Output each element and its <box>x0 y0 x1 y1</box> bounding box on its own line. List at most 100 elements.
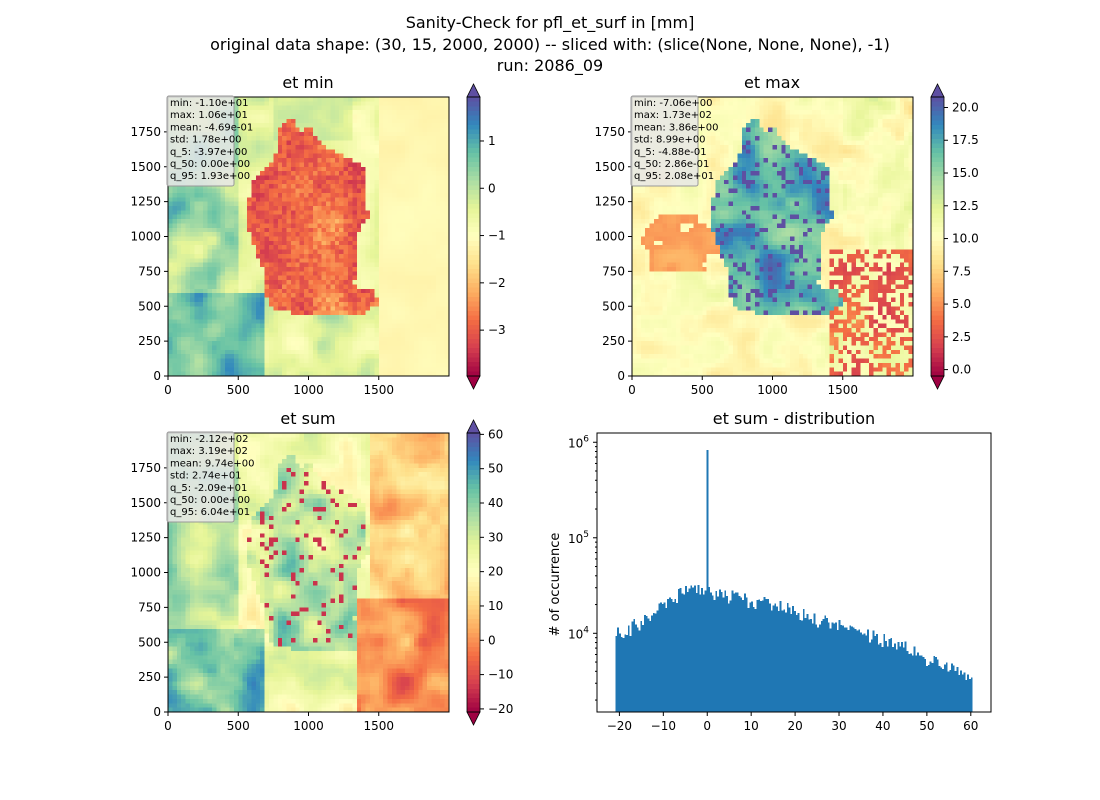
heatmap-cell <box>220 362 226 368</box>
heatmap-cell <box>260 179 265 185</box>
heatmap-cell <box>247 232 252 237</box>
heatmap-cell <box>728 101 734 107</box>
heatmap-cell <box>247 354 252 359</box>
heatmap-cell <box>282 253 287 259</box>
heatmap-cell <box>251 188 257 194</box>
colorbar: 10−1−2−3 <box>466 83 506 390</box>
heatmap-cell <box>361 236 366 242</box>
heatmap-cell <box>260 123 265 128</box>
heatmap-cell <box>334 188 340 194</box>
heatmap-cell <box>435 232 441 237</box>
heatmap-cell <box>233 136 239 141</box>
heatmap-cell <box>339 249 345 255</box>
heatmap-cell <box>277 267 283 272</box>
heatmap-cell <box>168 341 173 346</box>
heatmap-cell <box>356 232 362 237</box>
heatmap-cell <box>255 97 261 102</box>
heatmap-cell <box>356 110 362 115</box>
heatmap-cell <box>290 227 296 233</box>
heatmap-cell <box>282 236 287 242</box>
heatmap-cell <box>440 118 446 124</box>
heatmap-cell <box>229 214 235 220</box>
heatmap-cell <box>400 136 406 141</box>
heatmap-cell <box>732 110 738 115</box>
heatmap-cell <box>238 101 244 107</box>
heatmap-cell <box>895 131 901 137</box>
heatmap-cell <box>168 210 173 216</box>
heatmap-cell <box>330 249 336 255</box>
heatmap-cell <box>334 319 340 325</box>
heatmap-cell <box>838 127 844 133</box>
heatmap-cell <box>326 118 331 124</box>
heatmap-cell <box>255 328 261 333</box>
heatmap-cell <box>326 341 331 346</box>
heatmap-cell <box>422 158 428 163</box>
heatmap-cell <box>895 144 901 150</box>
heatmap-cell <box>264 97 270 102</box>
heatmap-cell <box>348 280 353 285</box>
heatmap-cell <box>427 328 432 333</box>
heatmap-cell <box>369 236 375 242</box>
heatmap-cell <box>308 105 314 111</box>
heatmap-cell <box>387 205 393 211</box>
heatmap-cell <box>220 293 226 298</box>
heatmap-cell <box>352 288 358 294</box>
heatmap-cell <box>409 341 415 346</box>
heatmap-cell <box>440 362 446 368</box>
heatmap-cell <box>286 110 292 115</box>
heatmap-cell <box>440 184 446 189</box>
heatmap-cell <box>418 192 424 198</box>
heatmap-cell <box>273 345 279 351</box>
heatmap-cell <box>334 297 340 303</box>
heatmap-cell <box>409 149 415 155</box>
heatmap-cell <box>409 179 415 185</box>
heatmap-cell <box>339 319 345 325</box>
heatmap-cell <box>435 118 441 124</box>
heatmap-cell <box>321 175 327 181</box>
heatmap-cell <box>860 140 866 146</box>
heatmap-cell <box>405 253 410 259</box>
heatmap-cell <box>444 144 450 150</box>
heatmap-cell <box>391 336 397 342</box>
heatmap-cell <box>427 105 432 111</box>
heatmap-cell <box>304 219 309 224</box>
heatmap-cell <box>405 358 410 364</box>
heatmap-cell <box>374 114 380 120</box>
heatmap-cell <box>418 179 424 185</box>
heatmap-cell <box>391 367 397 373</box>
heatmap-cell <box>869 114 874 120</box>
heatmap-cell <box>750 144 756 150</box>
heatmap-cell <box>233 123 239 128</box>
heatmap-cell <box>312 253 318 259</box>
heatmap-cell <box>238 297 244 303</box>
heatmap-cell <box>728 140 734 146</box>
heatmap-cell <box>396 179 402 185</box>
heatmap-cell <box>383 267 388 272</box>
heatmap-cell <box>768 123 773 128</box>
heatmap-cell <box>247 301 252 307</box>
heatmap-cell <box>238 336 244 342</box>
heatmap-cell <box>185 297 191 303</box>
heatmap-cell <box>251 323 257 329</box>
heatmap-cell <box>391 188 397 194</box>
heatmap-cell <box>220 210 226 216</box>
heatmap-cell <box>387 288 393 294</box>
heatmap-cell <box>387 123 393 128</box>
heatmap-cell <box>396 192 402 198</box>
heatmap-cell <box>908 101 914 107</box>
heatmap-cell <box>400 118 406 124</box>
heatmap-cell <box>317 136 323 141</box>
heatmap-cell <box>348 179 353 185</box>
heatmap-cell <box>308 284 314 290</box>
heatmap-cell <box>176 249 182 255</box>
heatmap-cell <box>220 345 226 351</box>
heatmap-cell <box>185 288 191 294</box>
heatmap-cell <box>216 258 222 264</box>
heatmap-cell <box>225 267 230 272</box>
heatmap-cell <box>816 105 822 111</box>
heatmap-cell <box>251 175 257 181</box>
heatmap-cell <box>312 271 318 277</box>
heatmap-cell <box>304 319 309 325</box>
heatmap-cell <box>233 358 239 364</box>
heatmap-cell <box>330 223 336 229</box>
